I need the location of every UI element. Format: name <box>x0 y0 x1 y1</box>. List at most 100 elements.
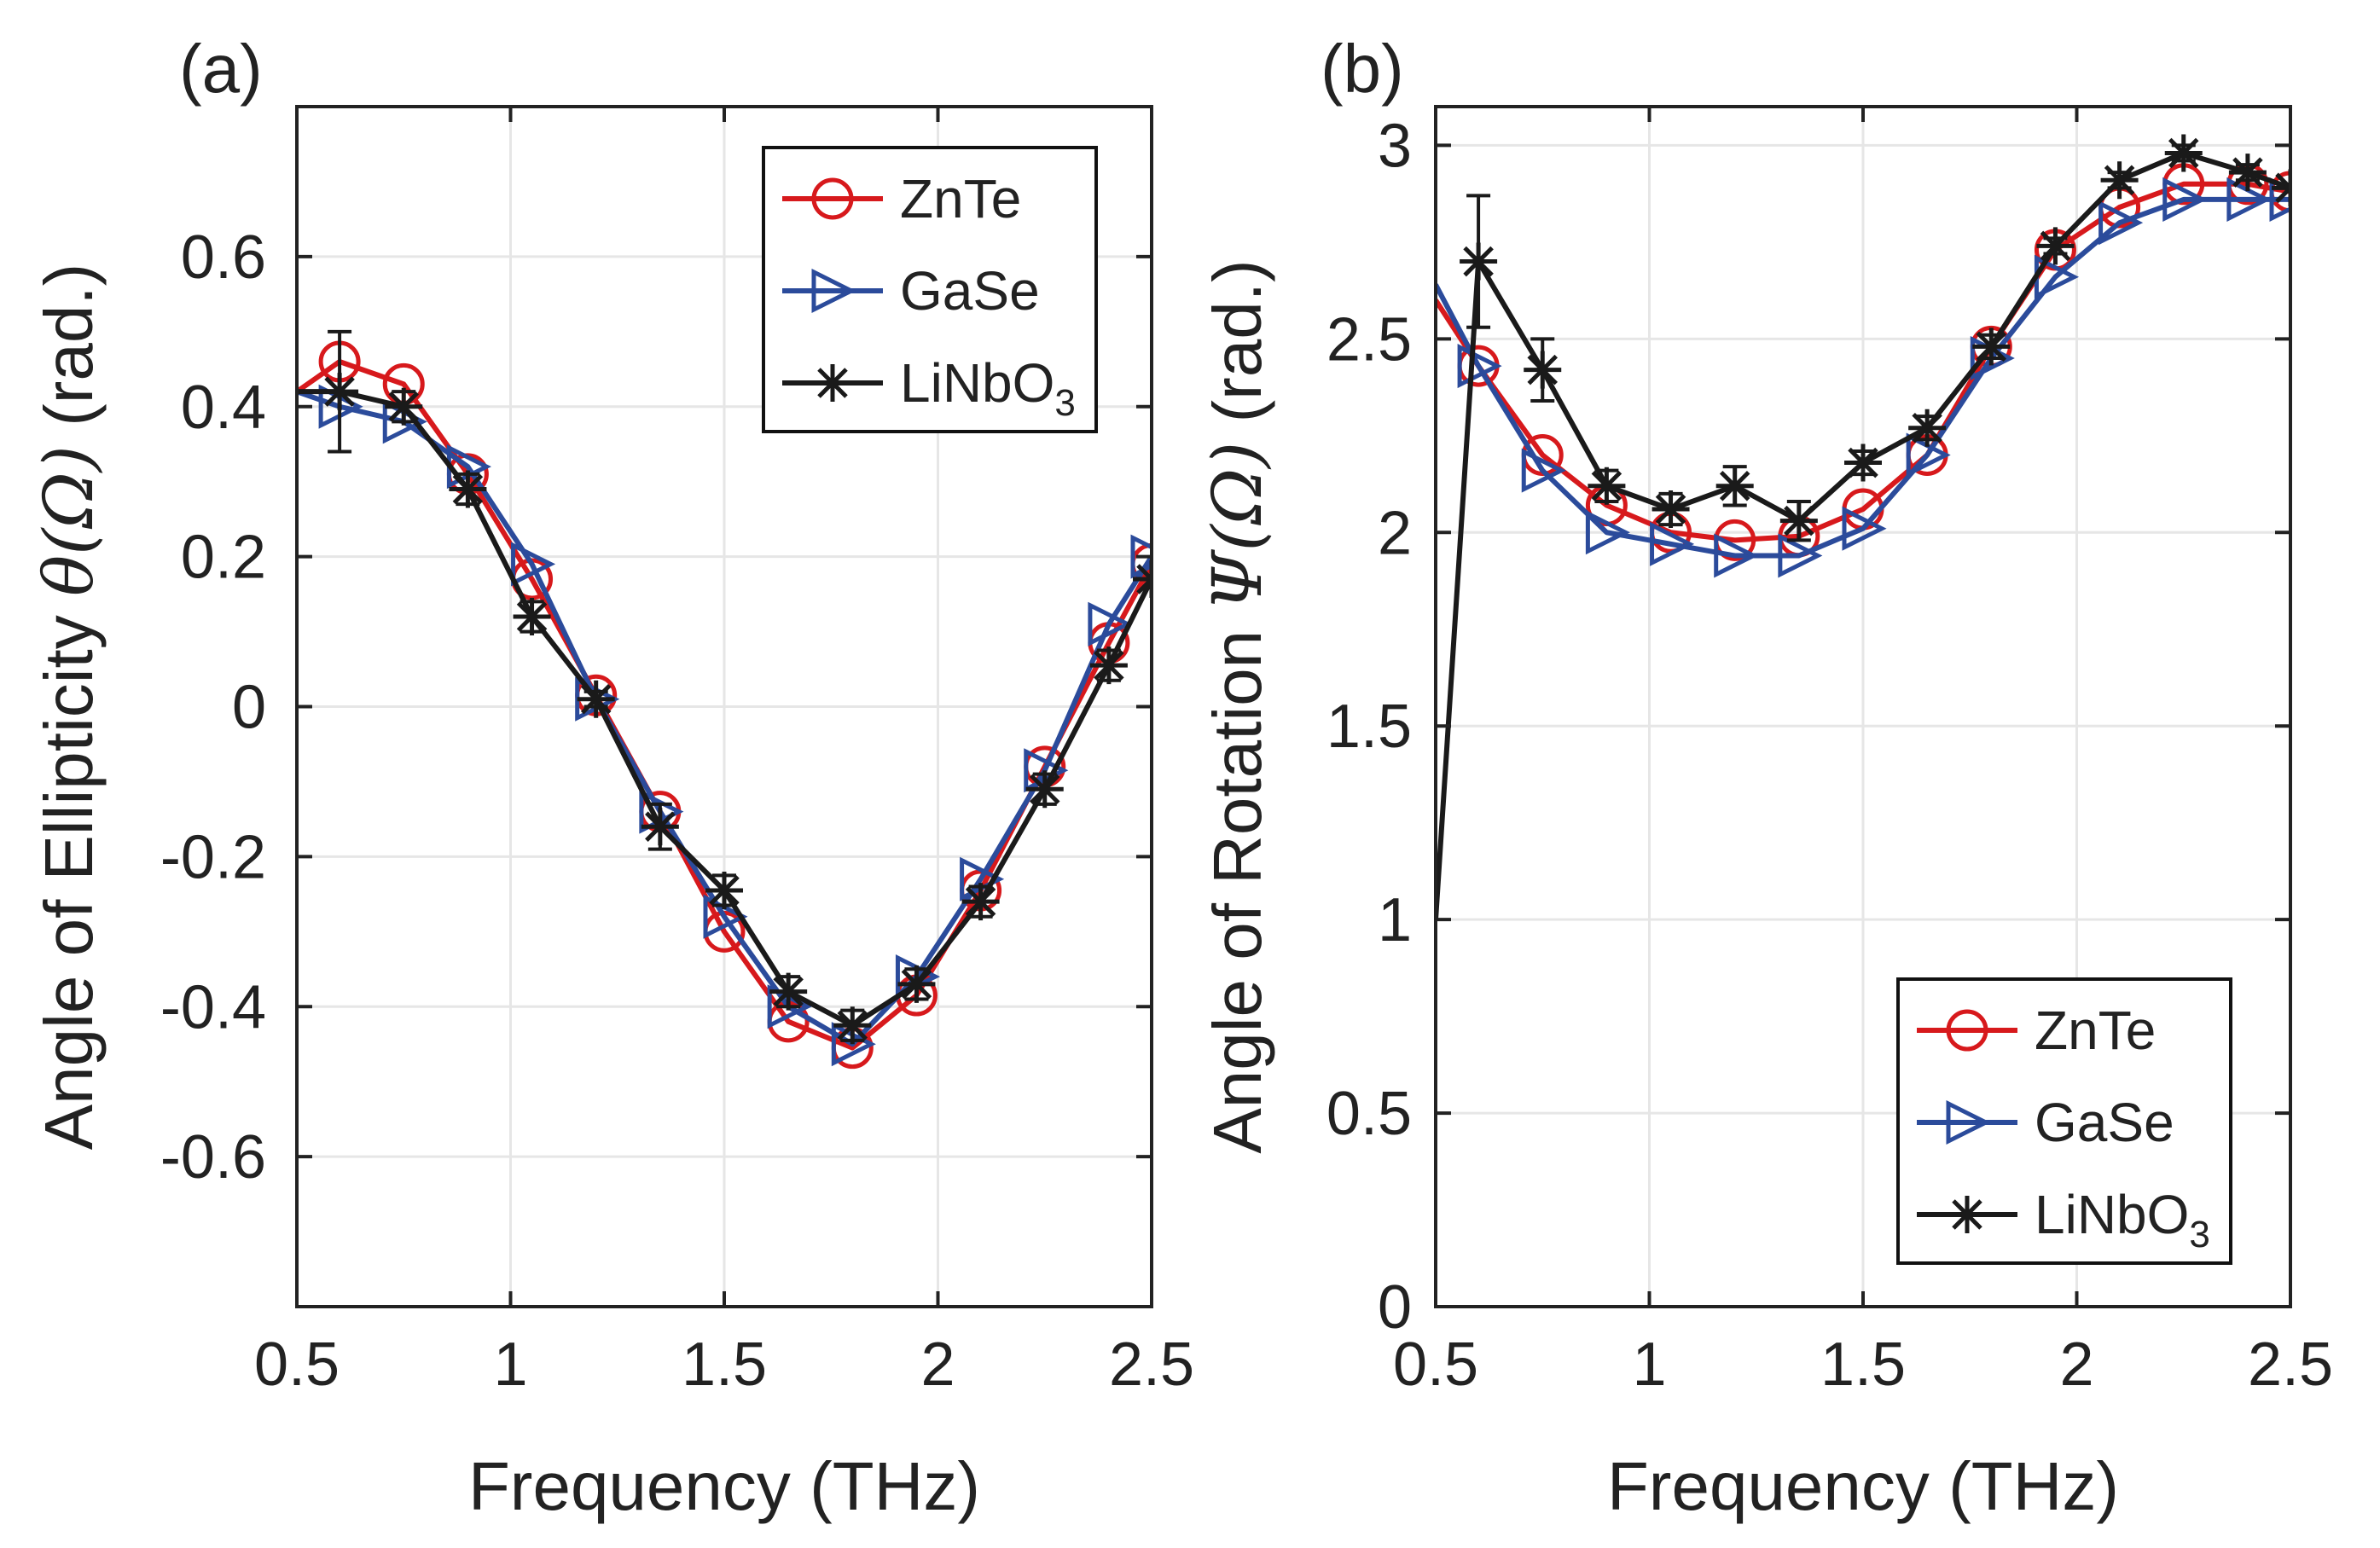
data-point-linbo3 <box>1651 490 1690 529</box>
data-point-linbo3 <box>769 972 808 1011</box>
legend-label-main: ZnTe <box>900 168 1021 229</box>
legend-entry-linbo3: LiNbO3 <box>782 352 1076 424</box>
data-point-linbo3 <box>513 597 551 635</box>
data-point-gase <box>1521 448 1566 493</box>
legend-label-main: LiNbO <box>2035 1184 2189 1245</box>
y-axis-title-symbol: Ψ(Ω) <box>1198 442 1277 612</box>
series-line-gase <box>1436 196 2290 559</box>
y-axis-title-suffix: (rad.) <box>1199 259 1275 441</box>
data-point-gase <box>2098 200 2144 246</box>
y-tick-label: -0.2 <box>160 823 266 891</box>
legend-label: LiNbO3 <box>2035 1184 2210 1255</box>
data-point-linbo3 <box>1089 646 1128 685</box>
data-point-linbo3 <box>705 871 743 909</box>
data-point-linbo3 <box>385 387 423 426</box>
data-point-linbo3 <box>1844 444 1882 482</box>
x-tick-label: 0.5 <box>254 1331 340 1399</box>
y-tick-label: 0 <box>232 674 266 742</box>
data-point-gase <box>1650 521 1695 566</box>
x-tick-label: 1.5 <box>1820 1331 1906 1399</box>
data-point-linbo3 <box>1779 502 1818 540</box>
data-point-gase <box>1130 534 1152 579</box>
data-point-linbo3 <box>897 965 936 1003</box>
data-area <box>297 329 1152 1070</box>
data-point-gase <box>511 542 556 587</box>
series-gase <box>297 384 1152 1067</box>
series-line-znte <box>1436 181 2290 543</box>
data-point-linbo3 <box>449 470 487 508</box>
legend-label: ZnTe <box>2035 1000 2156 1061</box>
data-point-gase <box>1585 510 1630 555</box>
y-tick-label: 0.5 <box>1326 1080 1412 1148</box>
y-axis-title-prefix: Angle of Ellipticity <box>31 596 107 1150</box>
legend-label: GaSe <box>2035 1092 2174 1153</box>
y-tick-label: 0.2 <box>181 524 266 592</box>
x-tick-label: 2 <box>920 1331 955 1399</box>
series-znte <box>1436 163 2290 561</box>
legend-label: LiNbO3 <box>900 352 1076 424</box>
data-point-linbo3 <box>833 1006 872 1045</box>
legend-label: ZnTe <box>900 168 1021 229</box>
y-tick-label: 0 <box>1378 1273 1412 1342</box>
y-tick-label: 1.5 <box>1326 693 1412 761</box>
data-point-gase <box>1088 601 1133 646</box>
y-axis-title: Angle of Rotation Ψ(Ω) (rad.) <box>1198 259 1277 1153</box>
data-point-linbo3 <box>961 883 1000 921</box>
data-point-linbo3 <box>1908 409 1947 447</box>
data-area <box>1436 134 2290 920</box>
data-point-linbo3 <box>577 680 615 718</box>
data-point-linbo3 <box>2100 161 2139 200</box>
data-point-gase <box>2269 177 2290 222</box>
series-linbo3 <box>297 329 1152 1045</box>
x-tick-label: 1.5 <box>682 1331 767 1399</box>
y-tick-label: 1 <box>1378 886 1412 954</box>
legend-entry-linbo3: LiNbO3 <box>1917 1184 2210 1255</box>
data-point-gase <box>1714 533 1759 578</box>
data-point-linbo3 <box>1524 351 1562 389</box>
legend-label: GaSe <box>900 260 1040 322</box>
y-axis-title-prefix: Angle of Rotation <box>1199 612 1275 1154</box>
legend-label-main: GaSe <box>2035 1092 2174 1153</box>
y-axis-title-suffix: (rad.) <box>31 264 107 445</box>
series-linbo3 <box>1436 134 2290 920</box>
data-point-linbo3 <box>1715 467 1754 505</box>
x-tick-label: 1 <box>493 1331 527 1399</box>
x-tick-label: 2.5 <box>1109 1331 1194 1399</box>
legend: ZnTe GaSe LiNbO3 <box>762 146 1098 433</box>
x-tick-label: 2.5 <box>2248 1331 2333 1399</box>
data-point-linbo3 <box>2164 134 2203 172</box>
legend-label-subscript: 3 <box>2189 1214 2209 1255</box>
legend-marker-linbo3 <box>1948 1196 1986 1233</box>
data-point-linbo3 <box>2228 154 2267 192</box>
legend: ZnTe GaSe LiNbO3 <box>1896 977 2232 1265</box>
data-point-linbo3 <box>1460 242 1498 281</box>
y-tick-label: -0.4 <box>160 973 266 1041</box>
data-point-linbo3 <box>1972 328 2011 366</box>
data-point-linbo3 <box>641 808 679 846</box>
y-axis-title-symbol: θ(Ω) <box>29 445 108 596</box>
series-znte <box>297 340 1152 1070</box>
legend-label-main: ZnTe <box>2035 1000 2156 1061</box>
panel-label: (a) <box>179 31 263 107</box>
data-point-gase <box>1778 533 1823 578</box>
legend-label-main: LiNbO <box>900 352 1054 414</box>
y-axis-title: Angle of Ellipticity θ(Ω) (rad.) <box>29 264 108 1150</box>
data-point-gase <box>1842 506 1887 551</box>
panel-label: (b) <box>1321 31 1404 107</box>
series-gase <box>1436 177 2290 578</box>
legend-entry-znte: ZnTe <box>1917 1000 2156 1061</box>
y-tick-label: -0.6 <box>160 1123 266 1191</box>
legend-marker-znte <box>811 177 854 220</box>
data-point-linbo3 <box>1025 770 1064 809</box>
legend-marker-gase <box>1946 1099 1991 1145</box>
data-point-gase <box>1457 344 1502 389</box>
x-axis-title: Frequency (THz) <box>1607 1448 2119 1524</box>
x-axis-title: Frequency (THz) <box>468 1448 980 1524</box>
legend-entry-gase: GaSe <box>782 260 1040 322</box>
legend-label-main: GaSe <box>900 260 1040 322</box>
x-tick-label: 2 <box>2059 1331 2093 1399</box>
y-tick-label: 3 <box>1378 112 1412 180</box>
data-point-linbo3 <box>2036 227 2075 265</box>
legend-entry-gase: GaSe <box>1917 1092 2174 1153</box>
